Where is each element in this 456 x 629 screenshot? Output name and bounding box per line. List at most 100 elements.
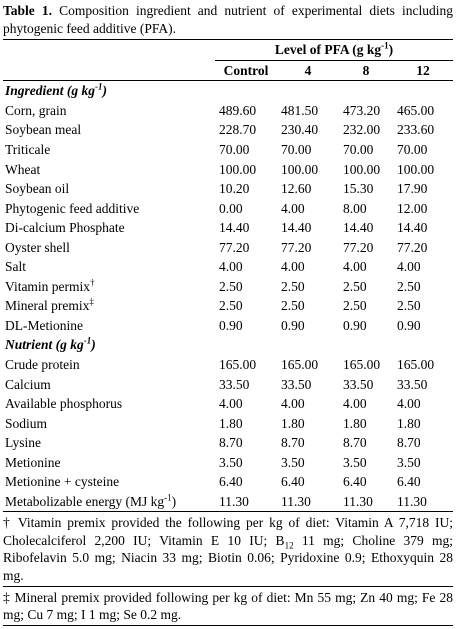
text-part: 11 mg; Choline 379 mg; Ribofelavin 5.0 m… bbox=[3, 532, 454, 583]
value-cell: 0.00 bbox=[219, 200, 243, 216]
footnote: ‡ Mineral premix provided following per … bbox=[3, 589, 453, 626]
value-cell: 100.00 bbox=[281, 161, 319, 177]
value-cell: 3.50 bbox=[281, 454, 305, 470]
text-part: Vitamin permix bbox=[5, 278, 91, 294]
text-part: Ingredient (g kg bbox=[5, 83, 96, 99]
row-label: Phytogenic feed additive bbox=[5, 200, 140, 216]
value-cell: 165.00 bbox=[219, 357, 257, 373]
value-cell: 15.30 bbox=[343, 181, 374, 197]
value-cell: 2.50 bbox=[281, 298, 305, 314]
group-header: Level of PFA (g kg-1) bbox=[215, 39, 454, 61]
row-label: Calcium bbox=[5, 376, 51, 392]
row-label: Metionine bbox=[5, 454, 61, 470]
row-label: Available phosphorus bbox=[5, 396, 123, 412]
data-row: Phytogenic feed additive 0.00 4.00 8.00 12.0… bbox=[3, 198, 453, 218]
section-heading: Ingredient (g kg-1) bbox=[3, 81, 453, 101]
data-row: Lysine 8.70 8.70 8.70 8.70 bbox=[3, 433, 453, 453]
value-cell: 14.40 bbox=[343, 220, 374, 236]
value-cell: 100.00 bbox=[397, 161, 435, 177]
row-label: Sodium bbox=[5, 415, 48, 431]
value-cell: 8.70 bbox=[397, 435, 421, 451]
data-row: Wheat 100.00 100.00 100.00 100.00 bbox=[3, 159, 453, 179]
table-caption: Table 1. Composition ingredient and nutr… bbox=[3, 2, 453, 38]
value-cell: 2.50 bbox=[343, 298, 367, 314]
footnotes: † Vitamin premix provided the following … bbox=[3, 514, 453, 626]
row-label: Salt bbox=[5, 259, 27, 275]
value-cell: 70.00 bbox=[281, 142, 312, 157]
data-row: Di-calcium Phosphate 14.40 14.40 14.40 14.40 bbox=[3, 218, 453, 238]
value-cell: 33.50 bbox=[397, 376, 428, 392]
text-part: -1 bbox=[164, 492, 172, 503]
row-label: DL-Metionine bbox=[5, 317, 83, 333]
value-cell: 4.00 bbox=[343, 259, 367, 275]
value-cell: 1.80 bbox=[281, 415, 305, 431]
row-label: Mineral premix‡ bbox=[3, 296, 215, 316]
value-cell: 6.40 bbox=[281, 474, 305, 490]
value-cell: 70.00 bbox=[397, 142, 428, 157]
value-cell: 4.00 bbox=[343, 396, 367, 412]
row-label: Oyster shell bbox=[5, 239, 70, 255]
row-label: Crude protein bbox=[5, 357, 80, 373]
data-row: Sodium 1.80 1.80 1.80 1.80 bbox=[3, 413, 453, 433]
column-header-row: Control 4 8 12 bbox=[3, 60, 454, 82]
value-cell: 8.00 bbox=[343, 200, 367, 216]
value-cell: 17.90 bbox=[397, 181, 428, 197]
data-row: Mineral premix‡ 2.50 2.50 2.50 2.50 bbox=[3, 296, 453, 316]
data-row: Metionine + cysteine 6.40 6.40 6.40 6.40 bbox=[3, 472, 453, 492]
section-heading: Nutrient (g kg-1) bbox=[3, 335, 453, 355]
data-row: Crude protein 165.00 165.00 165.00 165.00 bbox=[3, 355, 453, 375]
value-cell: 6.40 bbox=[397, 474, 421, 490]
text-part: ) bbox=[102, 83, 108, 99]
row-label: Corn, grain bbox=[5, 102, 67, 118]
value-cell: 4.00 bbox=[281, 200, 305, 216]
row-label: Metionine + cysteine bbox=[5, 474, 120, 490]
text-part: † bbox=[90, 277, 95, 288]
value-cell: 2.50 bbox=[397, 278, 421, 294]
value-cell: 489.60 bbox=[219, 102, 257, 118]
group-header-row: Level of PFA (g kg-1) bbox=[3, 39, 454, 61]
value-cell: 77.20 bbox=[219, 239, 250, 255]
value-cell: 14.40 bbox=[281, 220, 312, 236]
data-row: DL-Metionine 0.90 0.90 0.90 0.90 bbox=[3, 316, 453, 336]
value-cell: 165.00 bbox=[281, 357, 319, 373]
value-cell: 6.40 bbox=[219, 474, 243, 490]
text-part: ‡ bbox=[89, 296, 94, 307]
value-cell: 8.70 bbox=[343, 435, 367, 451]
value-cell: 11.30 bbox=[215, 491, 277, 513]
value-cell: 8.70 bbox=[281, 435, 305, 451]
value-cell: 6.40 bbox=[343, 474, 367, 490]
text-part: Metabolizable energy (MJ kg bbox=[5, 493, 165, 509]
row-label: Wheat bbox=[5, 161, 41, 177]
section-row: Nutrient (g kg-1) bbox=[3, 335, 453, 355]
value-cell: 165.00 bbox=[397, 357, 435, 373]
value-cell: 77.20 bbox=[343, 239, 374, 255]
empty-cell bbox=[3, 60, 215, 82]
caption-label: Table 1. bbox=[3, 3, 52, 18]
value-cell: 2.50 bbox=[219, 278, 243, 294]
data-row: Soybean meal 228.70 230.40 232.00 233.60 bbox=[3, 120, 453, 140]
row-label: Soybean oil bbox=[5, 181, 70, 197]
text-part: Level of PFA (g kg bbox=[274, 42, 382, 58]
value-cell: 0.90 bbox=[397, 317, 421, 333]
diet-table: Level of PFA (g kg-1) Control 4 8 12 Ingredie… bbox=[3, 39, 454, 513]
data-row: Corn, grain 489.60 481.50 473.20 465.00 bbox=[3, 101, 453, 121]
data-row: Available phosphorus 4.00 4.00 4.00 4.00 bbox=[3, 394, 453, 414]
data-row: Salt 4.00 4.00 4.00 4.00 bbox=[3, 257, 453, 277]
value-cell: 3.50 bbox=[343, 454, 367, 470]
row-label: Triticale bbox=[5, 142, 51, 157]
value-cell: 4.00 bbox=[281, 259, 305, 275]
value-cell: 33.50 bbox=[281, 376, 312, 392]
data-row: Soybean oil 10.20 12.60 15.30 17.90 bbox=[3, 179, 453, 199]
value-cell: 1.80 bbox=[343, 415, 367, 431]
text-part: ‡ Mineral premix provided following per … bbox=[3, 589, 453, 623]
text-part: ) bbox=[388, 42, 394, 58]
value-cell: 4.00 bbox=[219, 259, 243, 275]
text-part: 12 bbox=[284, 540, 294, 551]
value-cell: 12.60 bbox=[281, 181, 312, 197]
value-cell: 100.00 bbox=[343, 161, 381, 177]
value-cell: 165.00 bbox=[343, 357, 381, 373]
value-cell: 14.40 bbox=[219, 220, 250, 236]
value-cell: 100.00 bbox=[219, 161, 257, 177]
